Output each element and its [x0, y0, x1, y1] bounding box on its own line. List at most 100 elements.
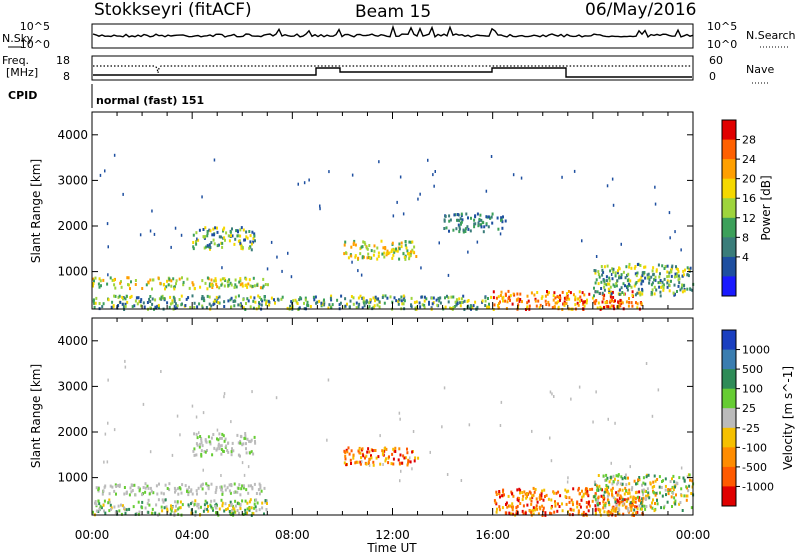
heatmap-cell	[209, 247, 211, 251]
heatmap-cell	[594, 281, 597, 285]
heatmap-cell	[137, 500, 140, 504]
heatmap-cell	[402, 302, 405, 306]
heatmap-cell	[238, 483, 241, 487]
heatmap-cell	[532, 506, 535, 510]
heatmap-cell	[557, 300, 560, 304]
heatmap-cell	[207, 487, 210, 491]
heatmap-cell	[136, 302, 139, 306]
heatmap-cell	[352, 241, 355, 245]
heatmap-cell	[444, 296, 446, 300]
heatmap-cell	[130, 490, 133, 494]
heatmap-cell	[220, 235, 222, 239]
heatmap-cell	[559, 294, 561, 298]
heatmap-cell	[124, 297, 127, 301]
heatmap-cell	[435, 298, 438, 302]
heatmap-cell	[614, 507, 617, 511]
power-x-ticks	[91, 112, 694, 309]
heatmap-cell	[252, 240, 255, 244]
heatmap-cell-sparse	[151, 209, 153, 213]
heatmap-cell	[505, 293, 507, 297]
heatmap-cell	[213, 499, 216, 503]
heatmap-cell	[445, 226, 448, 230]
colorbar-swatch	[722, 466, 736, 487]
heatmap-cell	[219, 436, 221, 440]
heatmap-cell	[145, 283, 148, 287]
heatmap-cell	[352, 453, 355, 457]
heatmap-cell	[617, 491, 620, 495]
heatmap-cell	[330, 306, 333, 310]
heatmap-cell-sparse	[174, 226, 177, 230]
heatmap-cell	[519, 298, 522, 301]
heatmap-cell	[626, 279, 629, 283]
heatmap-cell	[107, 298, 110, 302]
heatmap-cell	[596, 488, 599, 492]
heatmap-cell	[649, 505, 652, 509]
heatmap-cell	[321, 302, 324, 306]
heatmap-cell-sparse	[427, 158, 429, 162]
heatmap-cell	[415, 255, 418, 258]
heatmap-cell	[241, 284, 244, 288]
heatmap-cell	[521, 498, 524, 502]
heatmap-cell	[363, 241, 366, 244]
heatmap-cell	[180, 491, 183, 495]
colorbar-tick-label: -100	[742, 441, 767, 454]
heatmap-cell	[134, 512, 137, 516]
heatmap-cell	[98, 302, 101, 305]
heatmap-cell	[196, 504, 199, 508]
heatmap-cell	[173, 305, 176, 309]
heatmap-cell	[175, 508, 178, 512]
heatmap-cell	[587, 502, 590, 506]
heatmap-cell	[448, 219, 451, 223]
heatmap-cell	[666, 500, 669, 504]
heatmap-cell	[654, 493, 657, 497]
nave-right-tick-bottom: 0	[709, 70, 716, 83]
heatmap-cell-sparse	[446, 473, 449, 476]
colorbar-swatch	[722, 198, 736, 219]
heatmap-cell	[614, 299, 616, 303]
heatmap-cell	[500, 290, 503, 294]
heatmap-cell	[568, 297, 571, 301]
heatmap-cell	[629, 279, 632, 283]
heatmap-cell	[141, 500, 144, 504]
heatmap-cell	[201, 306, 204, 310]
heatmap-cell	[358, 302, 361, 306]
heatmap-cell	[227, 283, 230, 287]
heatmap-cell-sparse	[512, 173, 515, 177]
heatmap-cell	[497, 303, 499, 307]
heatmap-cell	[397, 302, 400, 306]
heatmap-cell	[553, 291, 556, 295]
heatmap-cell	[686, 475, 689, 479]
heatmap-cell-sparse	[531, 429, 533, 433]
heatmap-cell	[203, 503, 206, 507]
heatmap-cell	[453, 213, 456, 217]
noise-search-label: N.Search	[746, 29, 796, 42]
heatmap-cell	[458, 219, 461, 223]
heatmap-cell	[597, 301, 600, 305]
heatmap-cell	[423, 306, 426, 310]
heatmap-cell	[216, 437, 218, 441]
heatmap-cell	[498, 302, 500, 306]
heatmap-cell	[193, 502, 196, 506]
heatmap-cell	[207, 505, 209, 508]
heatmap-cell	[538, 495, 541, 499]
heatmap-cell	[175, 279, 178, 283]
heatmap-cell	[175, 504, 177, 508]
heatmap-cell	[638, 504, 641, 508]
heatmap-cell	[643, 265, 646, 269]
heatmap-cell	[160, 295, 163, 299]
heatmap-cell	[532, 512, 535, 516]
heatmap-cell	[120, 285, 123, 289]
heatmap-cell	[671, 264, 674, 268]
heatmap-cell	[352, 296, 355, 300]
heatmap-cell-sparse	[149, 229, 152, 233]
heatmap-cell	[383, 251, 386, 255]
heatmap-cell	[683, 494, 686, 498]
heatmap-cell-sparse	[328, 170, 330, 174]
heatmap-cell	[461, 218, 464, 222]
heatmap-cell	[107, 501, 110, 505]
heatmap-cell	[192, 449, 195, 453]
heatmap-cell	[568, 496, 571, 500]
heatmap-cell	[511, 512, 514, 516]
y-tick-label: 1000	[57, 265, 88, 279]
heatmap-cell	[164, 287, 166, 291]
